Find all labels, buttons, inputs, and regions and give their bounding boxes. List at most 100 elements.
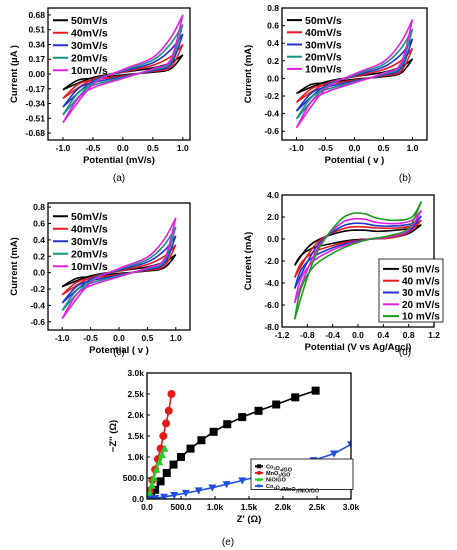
legend-label-subscript: 4 — [280, 488, 283, 492]
y-tick-label: -4.0 — [264, 278, 279, 288]
series-line-b-1-lower — [295, 48, 414, 103]
legend-marker — [257, 477, 261, 482]
y-axis-label: Current (mA) — [243, 45, 254, 104]
y-tick-label: -8.0 — [264, 322, 279, 332]
y-tick-label: 4.0 — [267, 190, 279, 200]
panel-c: -1.0 -0.5 0.0 0.5 1.0 0.8 0.6 0.4 0.2 0.0 -0.2 -0.4… — [9, 202, 191, 358]
series-line-b-4-lower — [295, 19, 414, 129]
x-tick-label: -0.4 — [325, 330, 340, 340]
legend-label: 30mV/s — [71, 40, 108, 52]
x-axis-label: Potential (V vs Ag/Agcl) — [305, 342, 412, 353]
series-line-d-1-upper — [293, 219, 422, 278]
series-line-d-4-upper — [293, 201, 423, 320]
data-point-e-3-5 — [194, 487, 203, 495]
series-line-a-2-lower — [62, 33, 184, 108]
panel-caption: (b) — [399, 173, 411, 184]
legend-label: 20mV/s — [305, 51, 342, 63]
x-axis-label: Potential ( v ) — [325, 155, 385, 166]
legend-label-part: /GO — [282, 467, 293, 473]
data-point-e-3-1 — [151, 494, 160, 499]
y-tick-label: 0.17 — [28, 54, 45, 64]
panel-caption: (c) — [113, 347, 125, 358]
x-tick-label: 1.0 — [170, 333, 182, 343]
data-point-e-3-7 — [222, 481, 231, 489]
y-tick-label: 3.0k — [127, 368, 144, 378]
x-tick-label: -1.0 — [56, 143, 71, 153]
series-group — [62, 14, 184, 124]
y-tick-label: 2.0k — [127, 410, 144, 420]
series-line-c-1-lower — [61, 244, 177, 296]
legend-label-part: O — [275, 466, 280, 472]
panel-a: -1.0 -0.5 0.0 0.5 1.0 0.68 0.51 0.34 0.17 0.00 -0.… — [9, 7, 191, 184]
x-tick-label: -0.8 — [300, 330, 315, 340]
x-tick-label: 500.0 — [170, 502, 192, 512]
series-line-a-1-lower — [62, 44, 184, 99]
x-tick-label: 1.2 — [428, 330, 440, 340]
x-tick-label: -0.5 — [83, 333, 98, 343]
data-point-e-0-14 — [291, 393, 300, 402]
series-line-c-4-upper — [61, 217, 177, 320]
data-point-e-3-4 — [181, 489, 190, 498]
legend-label-part: /NiO/GO — [298, 489, 320, 495]
series-line-e-0 — [147, 389, 316, 499]
legend-label: 50mV/s — [71, 15, 108, 27]
y-tick-label: 0.2 — [33, 251, 45, 261]
series-line-a-0-lower — [62, 54, 184, 91]
x-tick-label: -0.5 — [318, 143, 333, 153]
legend-marker — [257, 464, 261, 469]
y-tick-label: -0.4 — [30, 300, 45, 310]
x-tick-label: -1.0 — [55, 333, 70, 343]
series-line-b-3-upper — [295, 28, 414, 120]
y-tick-label: 0.51 — [28, 25, 45, 35]
data-point-e-2-1 — [147, 488, 154, 496]
series-line-a-3-lower — [62, 24, 184, 116]
data-point-e-3-14 — [347, 441, 351, 449]
legend-label-subscript: 3 — [273, 487, 275, 491]
data-point-e-0-8 — [197, 436, 206, 445]
y-tick-label: 0.00 — [28, 69, 45, 79]
legend-label: 50mV/s — [305, 15, 342, 27]
series-line-b-0-lower — [296, 58, 414, 95]
series-line-c-0-lower — [61, 254, 177, 288]
series-line-d-0-upper — [294, 223, 422, 266]
series-line-c-3-upper — [61, 226, 177, 311]
x-tick-label: 1.5k — [241, 502, 258, 512]
x-tick-label: 0.0 — [117, 143, 129, 153]
series-line-a-4-lower — [62, 14, 184, 124]
legend-label: Co3O4/GO — [266, 464, 293, 473]
y-tick-label: -0.6 — [264, 126, 279, 136]
x-tick-label: 0.5 — [147, 143, 159, 153]
legend-label-subscript: 2 — [296, 490, 298, 494]
y-tick-label: -6.0 — [264, 300, 279, 310]
data-point-e-3-13 — [330, 450, 338, 458]
legend-label-part: /MnO — [282, 487, 296, 493]
legend-label-part: NiO/GO — [266, 477, 287, 483]
legend-label: 30mV/s — [305, 39, 342, 51]
legend-label: 40 mV/s — [402, 276, 440, 287]
x-tick-label: 0.8 — [403, 330, 415, 340]
plot-frame — [47, 7, 191, 141]
plot-frame — [47, 202, 191, 331]
legend-label: 50 mV/s — [402, 265, 440, 276]
legend-label: MnO2/GO — [266, 471, 291, 479]
y-tick-label: 0.6 — [33, 218, 45, 228]
x-tick-label: -1.2 — [275, 330, 290, 340]
series-line-a-3-upper — [62, 24, 184, 116]
legend-label: Co3O4/MnO2/NiO/GO — [266, 484, 320, 495]
legend-box — [250, 458, 354, 490]
y-tick-label: 0.0 — [132, 494, 144, 504]
y-tick-label: -0.4 — [264, 109, 279, 119]
series-line-b-2-lower — [295, 38, 414, 112]
legend-label: 10mV/s — [71, 261, 108, 273]
x-axis-label: Potential (mV/s) — [83, 155, 155, 166]
panel-caption: (d) — [399, 347, 411, 358]
legend-label-subscript: 2 — [278, 473, 280, 477]
legend-label: 50mV/s — [71, 211, 108, 223]
legend-label-part: O — [275, 486, 280, 492]
legend-label: 10mV/s — [71, 65, 108, 77]
y-tick-label: 0.4 — [33, 235, 45, 245]
y-tick-label: -0.68 — [26, 128, 46, 138]
series-line-d-2-upper — [293, 215, 422, 289]
x-tick-label: 0.5 — [141, 333, 153, 343]
